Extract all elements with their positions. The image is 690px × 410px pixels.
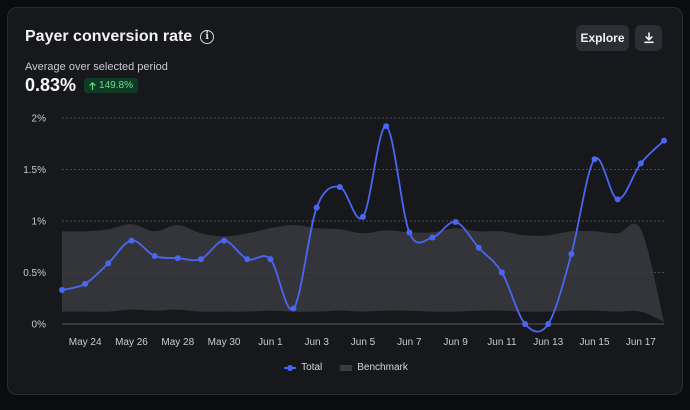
x-tick-label: Jun 11 (487, 337, 517, 348)
total-point (661, 137, 667, 144)
x-tick-label: May 26 (115, 337, 148, 348)
total-point (244, 256, 251, 263)
total-point (128, 237, 135, 244)
y-tick-label: 0% (32, 320, 47, 331)
total-point (105, 260, 112, 267)
x-tick-label: May 28 (161, 337, 194, 348)
x-tick-label: Jun 13 (533, 337, 563, 348)
total-point (82, 280, 89, 287)
total-point (267, 256, 274, 263)
total-point (336, 184, 343, 191)
average-value: 0.83% (25, 75, 77, 95)
explore-button[interactable]: Explore (576, 25, 629, 51)
legend: Total Benchmark (8, 362, 684, 373)
total-point (568, 250, 575, 257)
total-point (221, 237, 228, 244)
change-value: 149.8% (99, 80, 133, 91)
total-point (545, 321, 552, 327)
total-point (174, 255, 181, 262)
x-tick-label: May 30 (208, 337, 241, 348)
metric-row: 0.83% 149.8% (25, 75, 138, 96)
y-tick-label: 1% (32, 217, 47, 228)
legend-item-benchmark[interactable]: Benchmark (340, 362, 408, 373)
total-point (522, 321, 529, 327)
x-tick-label: Jun 9 (443, 337, 468, 348)
line-chart: 0% 0.5% 1% 1.5% 2% May 24 May 26 May 28 May 30 Ju… (23, 114, 667, 348)
chart-card: Payer conversion rate i Explore Average … (7, 7, 683, 395)
total-point (360, 213, 366, 220)
total-point (452, 219, 459, 226)
total-point (59, 287, 65, 294)
total-point (614, 196, 621, 203)
total-point (313, 204, 320, 211)
y-tick-label: 1.5% (23, 165, 46, 176)
y-tick-label: 2% (32, 114, 47, 125)
x-tick-label: Jun 1 (258, 337, 283, 348)
total-point (475, 244, 482, 251)
total-point (383, 123, 390, 130)
legend-swatch-total (284, 364, 297, 371)
x-tick-label: May 24 (69, 337, 102, 348)
x-tick-label: Jun 7 (397, 337, 422, 348)
legend-item-total[interactable]: Total (284, 362, 322, 373)
x-tick-label: Jun 3 (304, 337, 329, 348)
download-button[interactable] (635, 25, 662, 51)
total-point (591, 156, 598, 163)
info-icon[interactable]: i (200, 30, 215, 44)
total-point (290, 305, 297, 312)
x-tick-label: Jun 17 (626, 337, 656, 348)
benchmark-area (62, 223, 664, 322)
total-point (406, 229, 413, 236)
download-icon (643, 32, 654, 44)
total-line (61, 125, 665, 333)
title-row: Payer conversion rate i (25, 28, 215, 46)
total-point (151, 253, 158, 260)
legend-swatch-benchmark (340, 364, 353, 371)
legend-label-total: Total (301, 362, 323, 373)
y-tick-label: 0.5% (23, 268, 46, 279)
chart-title: Payer conversion rate (25, 28, 193, 45)
total-point (498, 269, 505, 276)
arrow-up-icon (89, 81, 96, 90)
x-tick-label: Jun 15 (580, 337, 610, 348)
legend-label-benchmark: Benchmark (357, 362, 408, 373)
x-tick-label: Jun 5 (351, 337, 376, 348)
summary-subtitle: Average over selected period (25, 61, 168, 73)
total-point (429, 234, 436, 241)
total-point (197, 256, 204, 263)
change-badge: 149.8% (84, 78, 138, 93)
total-point (637, 160, 644, 167)
